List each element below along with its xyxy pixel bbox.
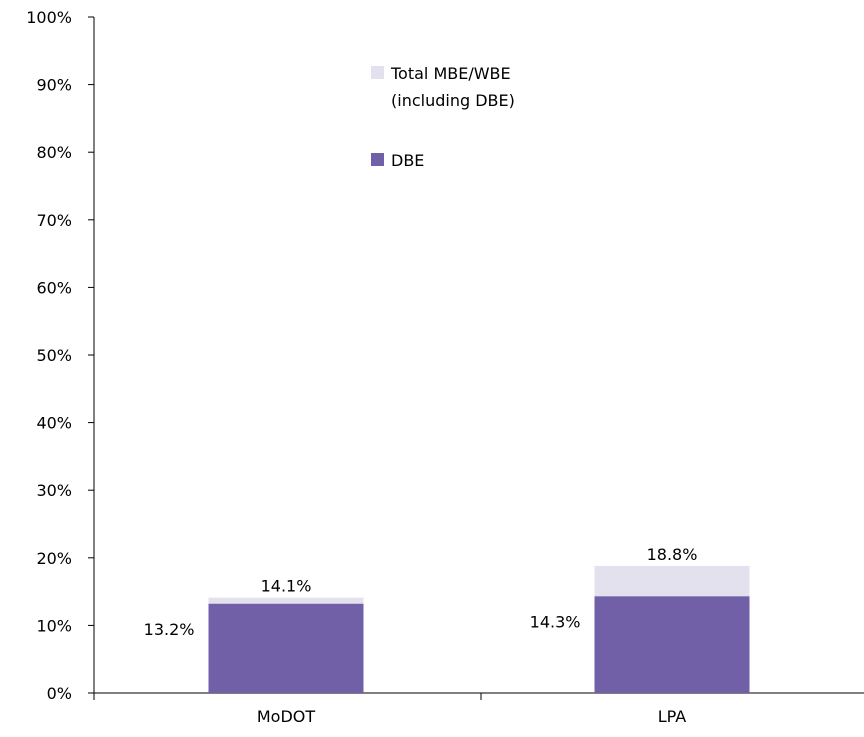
y-tick-label: 50%	[36, 346, 72, 365]
dbe-value-label: 13.2%	[144, 620, 195, 639]
total-mbe-wbe-value-label: 18.8%	[647, 545, 698, 564]
y-tick-label: 20%	[36, 549, 72, 568]
legend-label-dbe: DBE	[391, 151, 424, 170]
y-tick-label: 30%	[36, 481, 72, 500]
y-axis-ticks: 0% 10% 20% 30% 40% 50% 60% 70% 80% 90% 100%	[26, 8, 94, 703]
dbe-bar	[208, 603, 364, 693]
y-tick-label: 100%	[26, 8, 72, 27]
legend-label-total-mbe-wbe: (including DBE)	[391, 91, 515, 110]
dbe-bar	[594, 596, 750, 693]
legend-label-total-mbe-wbe: Total MBE/WBE	[390, 64, 511, 83]
y-tick-label: 90%	[36, 76, 72, 95]
chart-data-labels: 14.1% 18.8% 13.2% 14.3%	[144, 545, 698, 639]
dbe-value-label: 14.3%	[530, 612, 581, 631]
x-category-label: LPA	[658, 707, 687, 726]
legend-swatch-dbe	[371, 153, 384, 166]
y-tick-label: 10%	[36, 616, 72, 635]
y-tick-label: 70%	[36, 211, 72, 230]
total-mbe-wbe-value-label: 14.1%	[261, 577, 312, 596]
y-tick-label: 40%	[36, 414, 72, 433]
y-tick-label: 0%	[47, 684, 72, 703]
legend-swatch-total-mbe-wbe	[371, 66, 384, 79]
chart-legend: Total MBE/WBE (including DBE) DBE	[371, 64, 515, 170]
x-category-label: MoDOT	[257, 707, 316, 726]
chart-bars	[208, 565, 750, 693]
y-tick-label: 80%	[36, 143, 72, 162]
x-axis-categories: MoDOT LPA	[257, 707, 686, 726]
y-tick-label: 60%	[36, 278, 72, 297]
